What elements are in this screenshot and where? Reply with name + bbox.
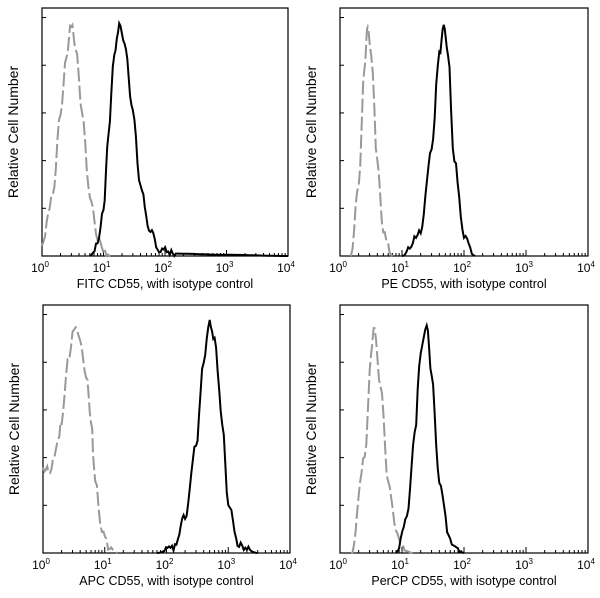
cd55-curve <box>156 319 258 555</box>
x-tick-label: 100 <box>329 260 347 275</box>
isotype-control-curve <box>42 325 118 554</box>
histogram-panel-3: 100 101 102 103 104 APC CD55, with isotype co… <box>6 304 297 588</box>
isotype-control-curve <box>350 327 414 554</box>
x-axis-label: FITC CD55, with isotype control <box>77 277 253 291</box>
x-tick-label: 100 <box>32 557 50 572</box>
x-tick-label: 102 <box>453 260 471 275</box>
x-tick-label: 100 <box>329 557 347 572</box>
cd55-curve <box>89 19 288 258</box>
x-tick-label: 101 <box>391 260 409 275</box>
x-tick-label: 104 <box>277 260 295 275</box>
plot-frame <box>339 7 589 257</box>
isotype-control-curve <box>349 23 394 257</box>
x-tick-label: 102 <box>154 260 172 275</box>
x-tick-label: 104 <box>577 260 595 275</box>
cd55-curve <box>401 24 476 257</box>
x-axis-label: APC CD55, with isotype control <box>79 574 253 588</box>
x-axis-label: PerCP CD55, with isotype control <box>371 574 556 588</box>
x-tick-label: 103 <box>515 557 533 572</box>
y-axis-label: Relative Cell Number <box>6 363 22 496</box>
x-tick-label: 103 <box>217 557 235 572</box>
y-axis-label: Relative Cell Number <box>303 66 319 199</box>
x-tick-label: 102 <box>453 557 471 572</box>
histogram-panel-4: 100 101 102 103 104 PerCP CD55, with isotype … <box>303 304 595 588</box>
histogram-panel-2: 100 101 102 103 104 PE CD55, with isotype con… <box>303 7 595 291</box>
x-tick-label: 100 <box>31 260 49 275</box>
x-tick-label: 101 <box>94 557 112 572</box>
histogram-panel-1: 100 101 102 103 104 FITC CD55, with isotype c… <box>5 7 295 291</box>
x-tick-label: 103 <box>515 260 533 275</box>
x-tick-label: 104 <box>279 557 297 572</box>
x-tick-label: 104 <box>577 557 595 572</box>
y-axis-label: Relative Cell Number <box>5 66 21 199</box>
x-tick-label: 101 <box>93 260 111 275</box>
x-tick-label: 103 <box>216 260 234 275</box>
isotype-control-curve <box>41 22 111 258</box>
y-axis-label: Relative Cell Number <box>303 363 319 496</box>
x-tick-label: 101 <box>391 557 409 572</box>
x-tick-label: 102 <box>156 557 174 572</box>
cd55-curve <box>395 321 465 554</box>
x-axis-label: PE CD55, with isotype control <box>381 277 546 291</box>
plot-frame <box>41 7 289 257</box>
